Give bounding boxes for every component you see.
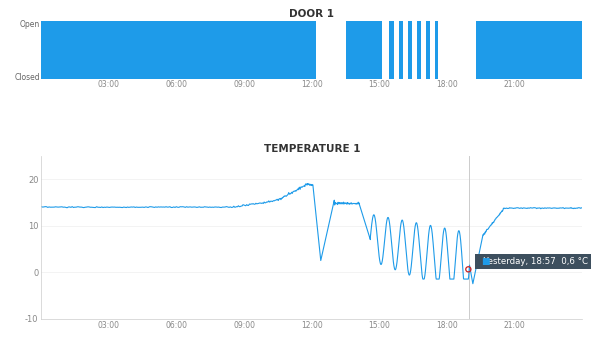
Bar xyxy=(417,21,421,79)
Bar xyxy=(346,21,382,79)
Text: ■: ■ xyxy=(482,258,490,266)
Bar xyxy=(41,21,316,79)
Text: Yesterday, 18:57  0,6 °C: Yesterday, 18:57 0,6 °C xyxy=(478,258,587,266)
Bar xyxy=(389,21,394,79)
Title: TEMPERATURE 1: TEMPERATURE 1 xyxy=(264,144,360,154)
Bar xyxy=(426,21,430,79)
Point xyxy=(463,266,473,272)
Bar xyxy=(476,21,582,79)
Bar xyxy=(398,21,403,79)
Bar xyxy=(408,21,412,79)
Bar xyxy=(434,21,438,79)
Title: DOOR 1: DOOR 1 xyxy=(289,9,335,19)
